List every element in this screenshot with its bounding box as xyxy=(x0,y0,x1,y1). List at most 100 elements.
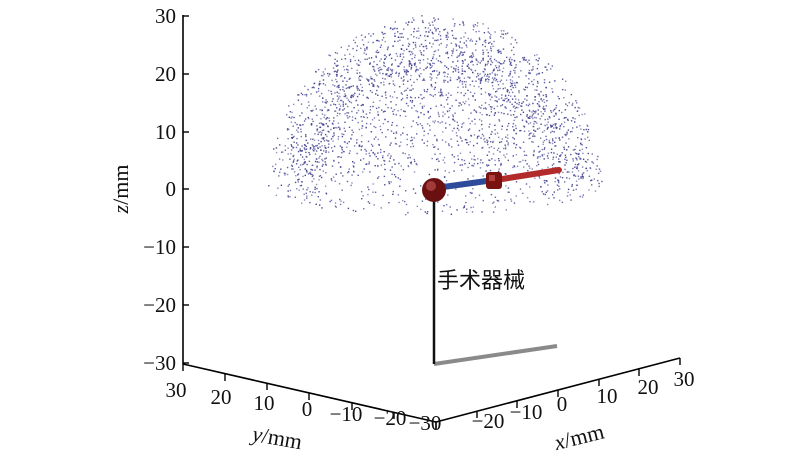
workspace-point xyxy=(411,142,414,145)
workspace-point xyxy=(413,36,415,38)
workspace-point xyxy=(513,165,515,167)
workspace-point xyxy=(466,46,468,48)
workspace-point xyxy=(388,202,390,204)
workspace-point xyxy=(497,51,499,54)
workspace-point xyxy=(510,43,512,45)
workspace-point xyxy=(458,55,461,57)
workspace-point xyxy=(526,114,528,116)
workspace-point xyxy=(309,191,311,193)
workspace-point xyxy=(336,52,339,55)
workspace-point xyxy=(507,94,510,97)
workspace-point xyxy=(443,81,445,83)
workspace-point xyxy=(374,165,376,167)
y-axis-title-unit: /mm xyxy=(260,423,304,455)
workspace-point xyxy=(330,199,333,202)
workspace-point xyxy=(460,51,462,53)
workspace-point xyxy=(361,90,363,92)
workspace-point xyxy=(457,66,459,68)
workspace-point xyxy=(361,125,364,127)
workspace-point xyxy=(387,120,389,123)
workspace-point xyxy=(524,86,527,88)
workspace-point xyxy=(402,36,404,38)
workspace-point xyxy=(324,185,327,187)
workspace-point xyxy=(529,122,532,124)
workspace-point xyxy=(591,179,593,181)
workspace-point xyxy=(510,61,512,64)
workspace-point xyxy=(447,32,449,35)
workspace-point xyxy=(394,35,396,37)
workspace-point xyxy=(316,161,319,163)
workspace-point xyxy=(347,117,349,119)
workspace-point xyxy=(308,160,310,162)
workspace-point xyxy=(483,40,486,43)
workspace-point xyxy=(423,105,425,107)
workspace-point xyxy=(514,39,517,41)
workspace-point xyxy=(538,93,540,95)
workspace-point xyxy=(423,130,425,132)
workspace-point xyxy=(388,54,391,56)
workspace-point xyxy=(562,88,564,91)
workspace-point xyxy=(275,163,277,166)
workspace-point xyxy=(457,55,459,57)
workspace-point xyxy=(395,143,398,145)
workspace-point xyxy=(416,30,418,32)
workspace-point xyxy=(289,196,291,198)
workspace-point xyxy=(423,78,425,80)
workspace-point xyxy=(583,129,585,131)
workspace-point xyxy=(416,78,418,81)
workspace-point xyxy=(498,120,501,122)
workspace-point xyxy=(424,27,427,29)
workspace-point xyxy=(498,168,500,170)
workspace-point xyxy=(431,85,433,88)
workspace-point xyxy=(441,93,443,95)
workspace-point xyxy=(316,187,318,190)
workspace-point xyxy=(494,73,496,75)
workspace-point xyxy=(550,151,553,154)
workspace-point xyxy=(555,127,557,129)
workspace-point xyxy=(351,67,353,70)
workspace-point xyxy=(594,190,597,192)
workspace-point xyxy=(551,65,553,67)
workspace-point xyxy=(430,73,433,76)
workspace-point xyxy=(370,131,372,133)
workspace-point xyxy=(550,111,553,114)
workspace-point xyxy=(504,87,506,89)
workspace-point xyxy=(355,36,357,39)
workspace-point xyxy=(324,84,327,86)
workspace-point xyxy=(532,154,535,157)
workspace-point xyxy=(400,36,402,38)
workspace-point xyxy=(361,39,364,41)
workspace-point xyxy=(364,148,366,151)
workspace-point xyxy=(529,201,531,203)
workspace-point xyxy=(445,52,447,54)
workspace-point xyxy=(334,85,336,87)
workspace-point xyxy=(372,183,374,185)
workspace-point xyxy=(343,108,346,110)
workspace-point xyxy=(575,157,577,159)
workspace-point xyxy=(484,137,486,140)
workspace-point xyxy=(316,114,318,117)
workspace-point xyxy=(364,36,366,38)
workspace-point xyxy=(313,146,315,148)
workspace-point xyxy=(378,119,380,121)
workspace-point xyxy=(376,85,379,87)
workspace-point xyxy=(458,129,460,131)
workspace-point xyxy=(428,22,430,24)
workspace-point xyxy=(508,91,511,94)
workspace-point xyxy=(475,80,477,82)
workspace-point xyxy=(352,85,354,87)
workspace-point xyxy=(434,39,436,42)
workspace-point xyxy=(334,52,337,54)
workspace-point xyxy=(544,193,547,196)
workspace-point xyxy=(478,78,480,80)
workspace-point xyxy=(393,91,396,93)
workspace-point xyxy=(368,188,370,191)
workspace-point xyxy=(356,89,359,91)
workspace-point xyxy=(492,81,494,83)
workspace-point xyxy=(592,162,595,164)
workspace-point xyxy=(400,48,403,50)
workspace-point xyxy=(545,95,548,97)
workspace-point xyxy=(468,104,470,106)
workspace-point xyxy=(389,169,392,171)
workspace-point xyxy=(498,158,500,160)
